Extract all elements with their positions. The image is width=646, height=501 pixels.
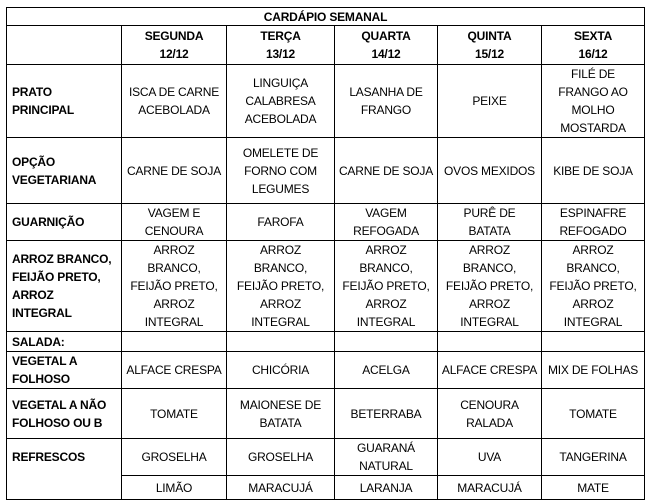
- menu-cell: VAGEM E CENOURA: [121, 203, 227, 241]
- day-date: 13/12: [265, 47, 296, 61]
- menu-row: SALADA:: [6, 331, 646, 352]
- row-label: PRATO PRINCIPAL: [6, 64, 122, 138]
- row-label: SALADA:: [6, 331, 122, 352]
- menu-cell: [540, 331, 646, 352]
- row-label: ARROZ BRANCO, FEIJÃO PRETO, ARROZ INTEGR…: [6, 240, 122, 332]
- menu-title: CARDÁPIO SEMANAL: [5, 7, 646, 26]
- day-date: 15/12: [474, 47, 505, 61]
- menu-cell: ARROZ BRANCO, FEIJÃO PRETO, ARROZ INTEGR…: [334, 240, 438, 332]
- menu-cell: LASANHA DE FRANGO: [334, 64, 438, 138]
- menu-row: GUARNIÇÃO VAGEM E CENOURA FAROFA VAGEM REFO…: [6, 203, 646, 241]
- row-label: GUARNIÇÃO: [6, 203, 122, 241]
- menu-cell: PURÊ DE BATATA: [437, 203, 542, 241]
- day-header: SEXTA 16/12: [540, 25, 646, 65]
- menu-cell: [437, 331, 542, 352]
- day-date: 16/12: [578, 47, 608, 61]
- menu-cell: KIBE DE SOJA: [540, 137, 646, 204]
- menu-cell: ALFACE CRESPA: [121, 351, 227, 389]
- menu-cell: CARNE DE SOJA: [121, 137, 227, 204]
- menu-cell: PEIXE: [437, 64, 542, 138]
- menu-cell: ISCA DE CARNE ACEBOLADA: [121, 64, 227, 138]
- menu-row: VEGETAL A NÃO FOLHOSO OU B TOMATE MAIONESE…: [6, 388, 646, 439]
- refresco-cell: MARACUJÁ: [226, 475, 335, 500]
- refresco-cell: GUARANÁ NATURAL: [334, 438, 438, 476]
- menu-cell: VAGEM REFOGADA: [334, 203, 438, 241]
- row-label: OPÇÃO VEGETARIANA: [6, 137, 122, 204]
- menu-cell: OVOS MEXIDOS: [437, 137, 542, 204]
- menu-row: OPÇÃO VEGETARIANA CARNE DE SOJA OMELETE DE…: [6, 137, 646, 204]
- day-name: QUINTA: [467, 29, 512, 43]
- menu-cell: CENOURA RALADA: [437, 388, 542, 439]
- refrescos-row-1: REFRESCOS GROSELHA GROSELHA GUARANÁ NATURAL…: [6, 438, 646, 500]
- menu-cell: ARROZ BRANCO, FEIJÃO PRETO, ARROZ INTEGR…: [437, 240, 542, 332]
- menu-cell: ARROZ BRANCO, FEIJÃO PRETO, ARROZ INTEGR…: [226, 240, 335, 332]
- refresco-cell: GROSELHA: [226, 438, 335, 476]
- day-header: TERÇA 13/12: [226, 25, 335, 65]
- menu-cell: FILÉ DE FRANGO AO MOLHO MOSTARDA: [540, 64, 646, 138]
- menu-cell: ARROZ BRANCO, FEIJÃO PRETO, ARROZ INTEGR…: [540, 240, 646, 332]
- menu-cell: [121, 331, 227, 352]
- title-row: CARDÁPIO SEMANAL: [5, 7, 646, 26]
- menu-cell: ACELGA: [334, 351, 438, 389]
- row-label: VEGETAL A FOLHOSO: [6, 351, 122, 389]
- day-name: SEXTA: [573, 29, 613, 43]
- menu-cell: LINGUIÇA CALABRESA ACEBOLADA: [226, 64, 335, 138]
- day-date: 14/12: [371, 47, 401, 61]
- menu-cell: CHICÓRIA: [226, 351, 335, 389]
- header-row: SEGUNDA 12/12 TERÇA 13/12 QUARTA 14/12 QUINTA 1…: [6, 25, 646, 65]
- menu-cell: CARNE DE SOJA: [334, 137, 438, 204]
- refresco-cell: TANGERINA: [540, 438, 646, 476]
- menu-cell: [334, 331, 438, 352]
- menu-cell: ALFACE CRESPA: [437, 351, 542, 389]
- refresco-cell: LIMÃO: [121, 475, 227, 500]
- row-label: VEGETAL A NÃO FOLHOSO OU B: [6, 388, 122, 439]
- day-name: QUARTA: [361, 29, 411, 43]
- menu-cell: ESPINAFRE REFOGADO: [540, 203, 646, 241]
- menu-cell: [226, 331, 335, 352]
- day-name: TERÇA: [260, 29, 301, 43]
- refresco-cell: LARANJA: [334, 475, 438, 500]
- refresco-cell: MARACUJÁ: [437, 475, 542, 500]
- menu-row: VEGETAL A FOLHOSO ALFACE CRESPA CHICÓRIA AC…: [6, 351, 646, 389]
- refrescos-row-2: LIMÃO MARACUJÁ LARANJA MARACUJÁ MATE: [7, 475, 646, 500]
- refresco-cell: UVA: [437, 438, 542, 476]
- menu-cell: FAROFA: [226, 203, 335, 241]
- corner-cell: [6, 25, 122, 65]
- menu-cell: TOMATE: [121, 388, 227, 439]
- day-name: SEGUNDA: [144, 29, 204, 43]
- refresco-cell: GROSELHA: [121, 438, 227, 476]
- menu-row: ARROZ BRANCO, FEIJÃO PRETO, ARROZ INTEGR…: [6, 240, 646, 332]
- day-header: QUINTA 15/12: [437, 25, 542, 65]
- refresco-cell: MATE: [540, 475, 646, 500]
- menu-cell: OMELETE DE FORNO COM LEGUMES: [226, 137, 335, 204]
- row-label-refrescos: REFRESCOS: [6, 438, 122, 500]
- day-date: 12/12: [159, 47, 189, 61]
- menu-cell: BETERRABA: [334, 388, 438, 439]
- weekly-menu-table: CARDÁPIO SEMANAL SEGUNDA 12/12 TERÇA 13/12 Q…: [5, 7, 646, 500]
- day-header: QUARTA 14/12: [334, 25, 438, 65]
- menu-cell: TOMATE: [540, 388, 646, 439]
- menu-cell: MIX DE FOLHAS: [540, 351, 646, 389]
- menu-row: PRATO PRINCIPAL ISCA DE CARNE ACEBOLADA LI…: [6, 64, 646, 138]
- day-header: SEGUNDA 12/12: [121, 25, 227, 65]
- menu-cell: ARROZ BRANCO, FEIJÃO PRETO, ARROZ INTEGR…: [121, 240, 227, 332]
- menu-cell: MAIONESE DE BATATA: [226, 388, 335, 439]
